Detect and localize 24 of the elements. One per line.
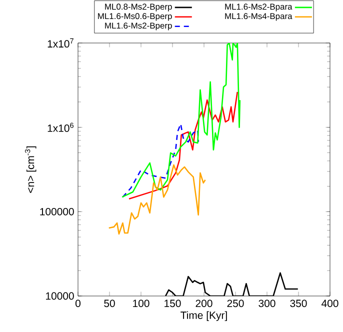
- x-tick-label: 150: [164, 300, 181, 308]
- line-series: [121, 42, 241, 198]
- legend-label: ML1.6-Ms2-Bperp: [105, 22, 172, 30]
- line-series: [108, 164, 206, 235]
- x-tick-label: 0: [75, 300, 80, 308]
- x-tick-label: 300: [258, 300, 276, 308]
- x-tick-label: 250: [227, 300, 244, 308]
- y-tick-label: 10000: [46, 292, 74, 300]
- x-tick-label: 200: [196, 300, 212, 308]
- legend-label: ML0.8-Ms2-Bperp: [105, 4, 172, 12]
- x-tick-label: 100: [133, 300, 150, 308]
- x-tick-label: 400: [322, 300, 338, 308]
- legend-label: ML1.6-Ms2-Bpara: [225, 4, 292, 12]
- y-tick-label: 1x10$^{6}$: [48, 122, 74, 132]
- x-tick-label: 350: [290, 300, 307, 308]
- y-axis-title: <n> [cm$^{-3}$]: [24, 146, 36, 193]
- line-series: [122, 123, 199, 198]
- y-tick-label: 100000: [40, 208, 74, 216]
- y-tick-label: 1x10$^{7}$: [48, 38, 74, 48]
- legend-label: ML1.6-Ms4-Bpara: [225, 13, 292, 21]
- x-axis-title: Time [Kyr]: [180, 311, 227, 322]
- x-tick-label: 50: [104, 300, 115, 308]
- line-series: [128, 91, 238, 200]
- legend-label: ML1.6-Ms0.6-Bperp: [98, 13, 172, 21]
